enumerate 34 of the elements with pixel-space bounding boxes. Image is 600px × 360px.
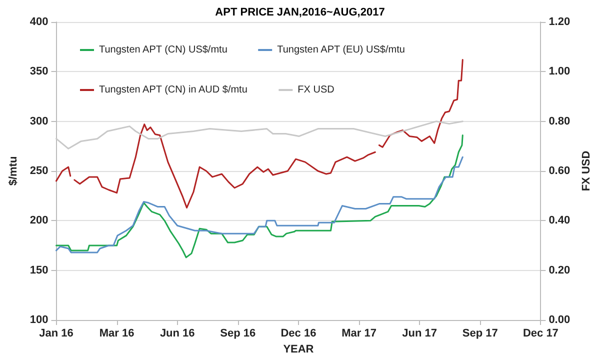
line-series [56, 120, 464, 150]
line-series [56, 134, 464, 258]
x-axis-title: YEAR [283, 344, 314, 356]
legend-label: FX USD [298, 84, 334, 96]
x-tick-label: Mar 17 [342, 328, 376, 340]
x-tick-label: Dec 16 [280, 328, 316, 340]
x-tick-label: Jun 17 [402, 328, 438, 340]
y2-tick-label: 1.00 [548, 66, 570, 78]
y2-tick-label: 0.40 [548, 214, 570, 227]
x-tick-label: Dec 17 [522, 328, 558, 340]
x-tick-label: Sep 16 [220, 328, 256, 340]
y-tick-label: 250 [30, 165, 48, 177]
line-series [56, 156, 464, 254]
x-tick-label: Jun 16 [160, 328, 195, 340]
y2-tick-label: 0.60 [548, 165, 570, 177]
y-tick-label: 150 [30, 264, 48, 276]
y2-tick-label: 1.20 [548, 16, 570, 28]
y2-tick-label: 0.80 [548, 115, 570, 128]
chart-title: APT PRICE JAN,2016~AUG,2017 [215, 6, 385, 18]
y2-tick-label: 0.20 [548, 264, 570, 276]
x-tick-label: Jan 16 [39, 328, 74, 340]
y-tick-label: 200 [30, 214, 48, 227]
legend-label: Tungsten APT (CN) in AUD $/mtu [99, 84, 248, 96]
x-tick-label: Mar 16 [99, 328, 134, 340]
x-tick-label: Sep 17 [462, 328, 498, 340]
y2-tick-label: 0.00 [548, 314, 570, 326]
y-tick-label: 300 [30, 115, 48, 128]
y2-axis-title: FX USD [580, 150, 592, 192]
y-tick-label: 100 [30, 314, 48, 326]
y-tick-label: 350 [30, 66, 48, 78]
legend-label: Tungsten APT (CN) US$/mtu [99, 44, 228, 56]
legend-label: Tungsten APT (EU) US$/mtu [277, 44, 405, 56]
y-tick-label: 400 [30, 16, 48, 28]
y-axis-title: $/mtu [8, 156, 20, 186]
